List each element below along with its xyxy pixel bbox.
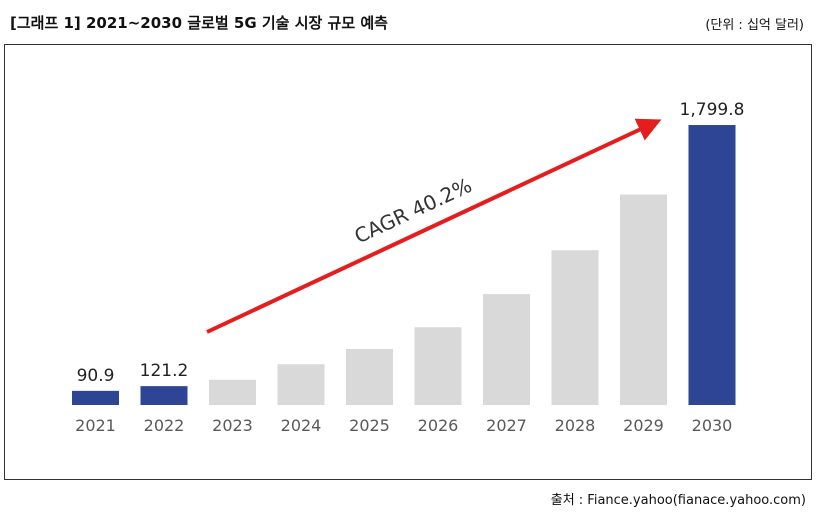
bar-2030 (688, 125, 736, 405)
data-label-2022: 121.2 (140, 361, 189, 381)
data-labels-group: 90.9 121.2 1,799.8 (77, 100, 745, 386)
data-label-2021: 90.9 (77, 366, 115, 386)
bar-2022 (140, 386, 188, 405)
x-tick-label-2022: 2022 (144, 416, 185, 435)
chart-title: [그래프 1] 2021~2030 글로벌 5G 기술 시장 규모 예측 (10, 14, 388, 32)
data-label-2030: 1,799.8 (680, 100, 745, 120)
x-tick-label-2030: 2030 (692, 416, 733, 435)
bar-2026 (414, 327, 462, 405)
bar-2025 (346, 349, 393, 405)
bar-2021 (72, 390, 119, 405)
x-tick-label-2024: 2024 (281, 416, 322, 435)
bar-2027 (483, 294, 530, 405)
unit-label: (단위 : 십억 달러) (705, 18, 804, 33)
bar-chart: 90.9 121.21,799.8 2021 2022 2023 2024 2025 202… (72, 100, 745, 435)
cagr-arrow (206, 118, 662, 334)
bar-2028 (551, 250, 599, 405)
bar-2024 (277, 364, 325, 405)
x-tick-label-2028: 2028 (555, 416, 596, 435)
bar-2023 (209, 379, 256, 405)
source-note: 출처 : Fiance.yahoo(fianace.yahoo.com) (550, 493, 806, 508)
x-tick-label-2029: 2029 (623, 416, 664, 435)
x-tick-label-2026: 2026 (418, 416, 459, 435)
bars-group (72, 125, 736, 405)
x-tick-label-2025: 2025 (349, 416, 390, 435)
chart-frame: 90.9 121.2 1,799.8 2021 2022 2023 2024 2025 202… (4, 44, 812, 480)
x-tick-label-2023: 2023 (212, 416, 253, 435)
x-tick-label-2027: 2027 (486, 416, 527, 435)
x-tick-labels-group: 2021 2022 2023 2024 2025 2026 2027 2028 2029 2030 (75, 416, 732, 435)
bar-2029 (620, 194, 667, 405)
x-tick-label-2021: 2021 (75, 416, 116, 435)
